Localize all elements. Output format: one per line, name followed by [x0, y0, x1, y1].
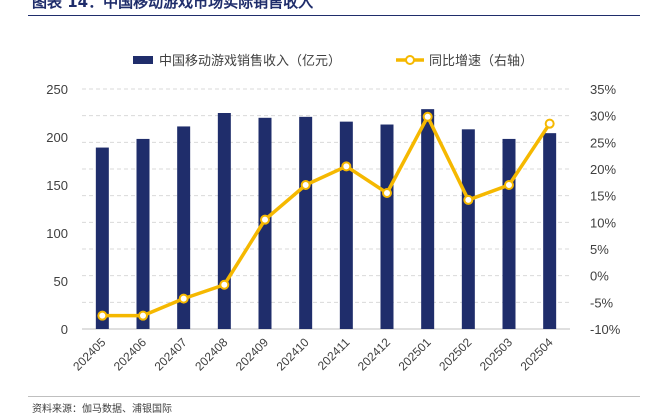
- growth-point: [138, 310, 148, 321]
- x-tick-label: 202501: [396, 335, 434, 373]
- growth-point: [219, 279, 230, 290]
- legend-line-label: 同比增速（右轴）: [429, 54, 533, 69]
- left-axis-tick-label: 150: [46, 178, 68, 193]
- x-tick-label: 202405: [70, 335, 108, 373]
- bar: [543, 133, 557, 329]
- bar: [136, 138, 150, 329]
- left-axis-tick-label: 0: [61, 322, 68, 337]
- x-tick-label: 202409: [233, 335, 271, 373]
- bar: [339, 121, 353, 329]
- growth-point: [463, 194, 474, 205]
- growth-point: [544, 118, 555, 129]
- left-axis-tick-label: 200: [46, 130, 68, 145]
- figure-title-bar: 图表 14：中国移动游戏市场实际销售收入: [0, 0, 649, 16]
- bar: [380, 124, 394, 330]
- bar: [461, 129, 475, 329]
- growth-point: [260, 214, 270, 225]
- left-axis-tick-label: 50: [54, 274, 68, 289]
- title-divider: [28, 15, 640, 16]
- x-tick-label: 202406: [111, 335, 149, 373]
- growth-point: [300, 180, 311, 190]
- right-axis-tick-label: 25%: [590, 135, 616, 150]
- x-tick-label: 202407: [152, 335, 190, 373]
- legend-bar-label: 中国移动游戏销售收入（亿元）: [159, 53, 341, 69]
- legend-line-marker: [405, 55, 415, 65]
- growth-point: [422, 111, 433, 122]
- x-tick-label: 202504: [518, 335, 556, 373]
- x-tick-label: 202412: [355, 335, 393, 373]
- growth-point: [97, 310, 108, 321]
- growth-line: [102, 114, 552, 318]
- right-axis-tick-label: 15%: [590, 189, 616, 204]
- x-tick-label: 202410: [274, 335, 312, 373]
- right-axis-tick-label: 0%: [590, 269, 609, 284]
- x-tick-label: 202411: [315, 335, 353, 373]
- growth-point: [341, 161, 352, 172]
- bar: [502, 138, 516, 329]
- chart-canvas: 0 50 100 150 200 250 -10% -5% 0% 5% 10% 15% 20% 25% 30…: [46, 53, 621, 373]
- right-axis-tick-label: 5%: [590, 242, 609, 257]
- growth-point: [178, 293, 189, 304]
- figure-title: 图表 14：中国移动游戏市场实际销售收入: [32, 0, 314, 11]
- bar: [177, 126, 191, 329]
- legend-bar-swatch: [133, 56, 153, 64]
- source-note: 资料来源：伽马数据、浦银国际: [32, 404, 172, 415]
- left-axis-tick-label: 250: [46, 82, 68, 97]
- x-tick-label: 202408: [192, 335, 230, 373]
- bar: [95, 147, 109, 329]
- x-tick-label: 202503: [477, 335, 515, 373]
- right-axis-tick-label: -5%: [590, 295, 614, 310]
- bar: [217, 113, 231, 329]
- bar: [421, 109, 435, 329]
- right-axis-tick-label: 20%: [590, 162, 616, 177]
- right-axis-tick-label: 35%: [590, 82, 616, 97]
- source-divider: [28, 396, 640, 397]
- x-tick-label: 202502: [436, 335, 474, 373]
- right-axis-tick-label: 30%: [590, 109, 616, 124]
- growth-point: [504, 180, 514, 190]
- right-axis-tick-label: 10%: [590, 215, 616, 230]
- right-axis-tick-label: -10%: [590, 322, 621, 337]
- left-axis-tick-label: 100: [46, 226, 68, 241]
- growth-point: [382, 188, 392, 198]
- bar: [299, 116, 313, 329]
